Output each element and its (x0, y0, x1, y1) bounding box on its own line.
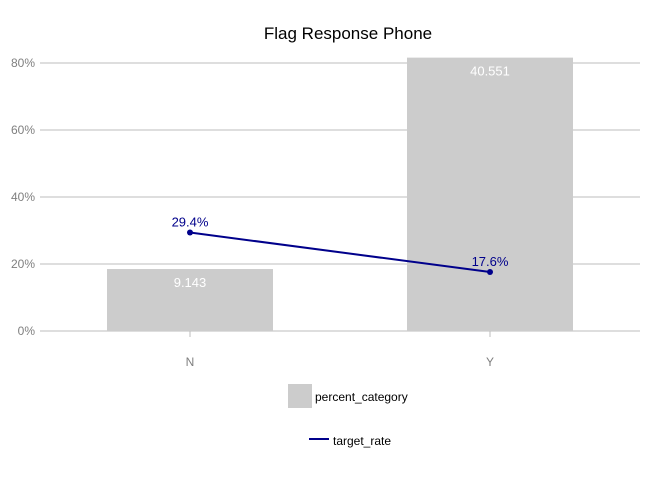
target-rate-point (487, 269, 493, 276)
bars: 9.143 40.551 (107, 57, 573, 331)
x-tick-label: Y (486, 355, 494, 369)
x-tick-label: N (186, 355, 195, 369)
legend: percent_category target_rate (288, 384, 408, 448)
legend-label-target-rate: target_rate (333, 434, 391, 448)
bar-data-label: 40.551 (470, 64, 510, 79)
target-rate-data-label: 17.6% (472, 254, 509, 269)
y-axis: 0% 20% 40% 60% 80% (11, 56, 35, 338)
y-tick-label: 20% (11, 257, 35, 271)
y-tick-label: 40% (11, 190, 35, 204)
y-tick-label: 60% (11, 123, 35, 137)
bar-data-label: 9.143 (174, 275, 207, 290)
y-tick-label: 80% (11, 56, 35, 70)
legend-swatch-percent-category (288, 384, 312, 408)
bar-n (107, 269, 273, 331)
target-rate-data-label: 29.4% (172, 215, 209, 230)
y-tick-label: 0% (18, 324, 36, 338)
target-rate-line: 29.4% 17.6% (172, 215, 509, 276)
chart-title: Flag Response Phone (264, 24, 432, 43)
legend-label-percent-category: percent_category (315, 390, 408, 404)
target-rate-polyline (189, 231, 491, 274)
target-rate-point (187, 229, 193, 236)
bar-y (407, 57, 573, 331)
